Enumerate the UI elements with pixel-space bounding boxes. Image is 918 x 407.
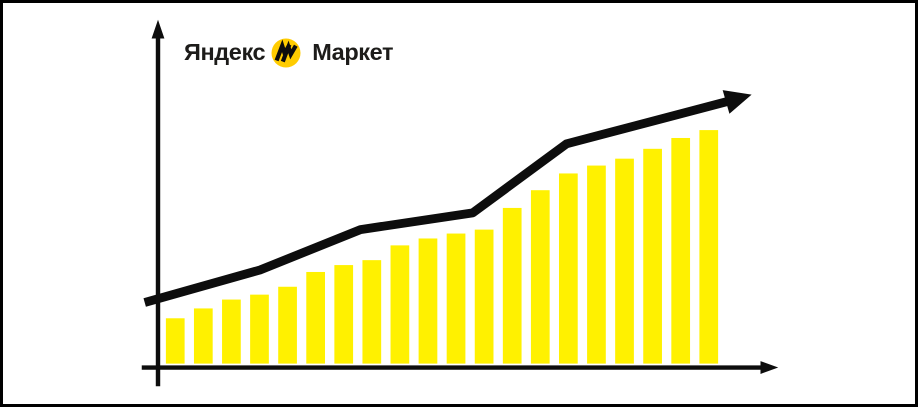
trend-arrowhead [722, 90, 752, 114]
bar [193, 308, 213, 364]
bar [278, 286, 297, 364]
bar [306, 271, 326, 364]
yandex-market-logo: Яндекс Маркет [184, 38, 394, 68]
bar [165, 318, 185, 364]
bar [643, 148, 662, 364]
x-axis-arrowhead [760, 361, 779, 374]
bar [446, 233, 466, 364]
bar [362, 260, 382, 364]
yandex-market-zigzag-icon [271, 38, 301, 68]
logo-zigzag-stroke-2 [281, 40, 298, 63]
growth-chart [141, 19, 779, 387]
bar [222, 299, 241, 364]
bar [334, 265, 354, 364]
bar [559, 173, 578, 364]
bar [615, 158, 634, 364]
bar [502, 207, 522, 364]
trend-line [143, 96, 733, 307]
bar [474, 229, 494, 364]
bar [699, 130, 719, 364]
bar [530, 190, 550, 364]
bar [250, 294, 269, 364]
y-axis-arrowhead [151, 19, 165, 39]
bar [587, 165, 606, 364]
bar [390, 245, 410, 364]
bar [671, 137, 691, 364]
bar [418, 238, 438, 364]
logo-text-yandex: Яндекс [184, 39, 266, 66]
logo-text-market: Маркет [312, 39, 394, 66]
